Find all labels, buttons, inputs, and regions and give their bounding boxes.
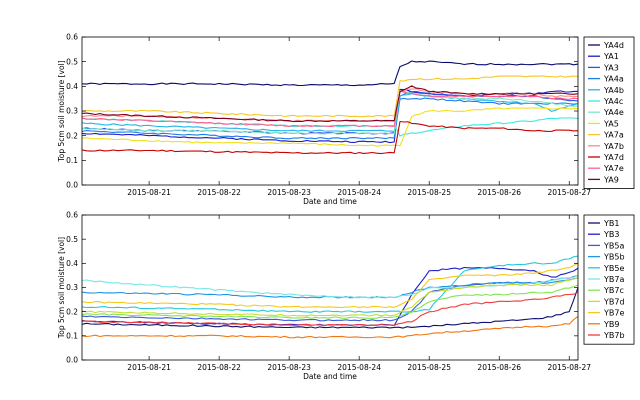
series-line-ya5 [82, 107, 578, 147]
legend-label: YA1 [603, 52, 619, 61]
legend-label: YB7b [603, 331, 625, 340]
series-line-yb5a [82, 274, 578, 322]
series-line-yb5e [82, 255, 578, 313]
legend-label: YA5 [603, 119, 619, 128]
legend: YB1 YB3 YB5a YB5b YB5e YB7a YB7c YB7d YB7e YB9 YB7… [583, 214, 635, 345]
legend-label: YB5a [603, 241, 624, 250]
x-tick-label: 2015-08-22 [197, 363, 241, 372]
series-line-ya4e [82, 90, 578, 135]
y-tick-label: 0.2 [66, 307, 78, 316]
x-axis-label: Date and time [303, 197, 357, 206]
x-tick-label: 2015-08-24 [337, 188, 381, 197]
y-tick-label: 0.6 [66, 211, 78, 220]
legend-label: YB7d [603, 297, 625, 306]
x-tick-label: 2015-08-23 [267, 363, 311, 372]
x-tick-label: 2015-08-23 [267, 188, 311, 197]
y-tick-label: 0.5 [66, 235, 78, 244]
legend-label: YA4d [603, 41, 624, 50]
x-tick-label: 2015-08-24 [337, 363, 381, 372]
legend-label: YB7c [603, 286, 624, 295]
legend-label: YB5e [603, 264, 624, 273]
series-line-yb9 [82, 316, 578, 339]
series-lines [82, 255, 578, 339]
x-tick-label: 2015-08-27 [547, 188, 591, 197]
y-tick-label: 0.3 [66, 107, 78, 116]
series-line-yb7a [82, 274, 578, 299]
legend: YA4d YA1 YA3 YA4a YA4b YA4c YA4e YA5 YA7a YA7b YA7… [583, 36, 635, 190]
series-line-yb1 [82, 287, 578, 329]
legend-label: YA7e [603, 164, 624, 173]
legend-label: YB7e [603, 309, 624, 318]
legend-label: YA9 [603, 175, 619, 184]
chart-2: 0.0 0.1 0.2 0.3 0.4 0.5 0.6 2015-08-21 2015-08-2… [57, 211, 635, 381]
y-tick-label: 0.2 [66, 131, 78, 140]
series-line-yb7b [82, 291, 578, 327]
y-axis-label: Top 5cm soil moisture [vol] [57, 60, 66, 162]
legend-label: YB9 [603, 320, 619, 329]
y-tick-label: 0.4 [66, 82, 78, 91]
x-tick-label: 2015-08-21 [127, 363, 171, 372]
series-line-ya7a [82, 75, 578, 118]
series-line-ya4a [82, 97, 578, 140]
series-line-ya4d [82, 60, 578, 87]
x-tick-label: 2015-08-22 [197, 188, 241, 197]
legend-label: YB1 [603, 219, 619, 228]
series-line-yb7d [82, 277, 578, 317]
x-tick-label: 2015-08-26 [477, 363, 521, 372]
legend-label: YA4e [603, 108, 624, 117]
y-tick-label: 0.0 [66, 356, 78, 365]
series-line-ya7d [82, 120, 578, 155]
y-tick-label: 0.5 [66, 57, 78, 66]
y-tick-label: 0.3 [66, 283, 78, 292]
series-line-ya7e [82, 90, 578, 128]
y-tick-label: 0.0 [66, 181, 78, 190]
x-axis-label: Date and time [303, 372, 357, 381]
legend-label: YB3 [603, 230, 619, 239]
series-lines [82, 60, 578, 155]
legend-label: YB7a [603, 275, 624, 284]
legend-label: YA7a [603, 131, 624, 140]
x-tick-label: 2015-08-26 [477, 188, 521, 197]
legend-label: YA4a [603, 75, 624, 84]
chart-1: 0.0 0.1 0.2 0.3 0.4 0.5 0.6 2015-08-21 2015-08-2… [57, 33, 635, 206]
x-tick-label: 2015-08-21 [127, 188, 171, 197]
series-line-ya4b [82, 93, 578, 132]
legend-label: YA3 [603, 63, 619, 72]
y-tick-label: 0.1 [66, 331, 78, 340]
legend-label: YA4b [603, 86, 624, 95]
legend-label: YA7d [603, 153, 624, 162]
legend-label: YA7b [603, 142, 624, 151]
x-tick-label: 2015-08-25 [407, 188, 451, 197]
series-line-yb7c [82, 284, 578, 319]
y-axis-label: Top 5cm soil moisture [vol] [57, 237, 66, 339]
y-tick-label: 0.1 [66, 156, 78, 165]
series-line-ya9 [82, 85, 578, 123]
x-tick-label: 2015-08-27 [547, 363, 591, 372]
series-line-yb7e [82, 262, 578, 309]
plot-frame [81, 214, 579, 361]
legend-label: YB5b [603, 253, 625, 262]
y-tick-label: 0.4 [66, 259, 78, 268]
y-tick-label: 0.6 [66, 33, 78, 42]
legend-label: YA4c [603, 97, 623, 106]
x-tick-label: 2015-08-25 [407, 363, 451, 372]
